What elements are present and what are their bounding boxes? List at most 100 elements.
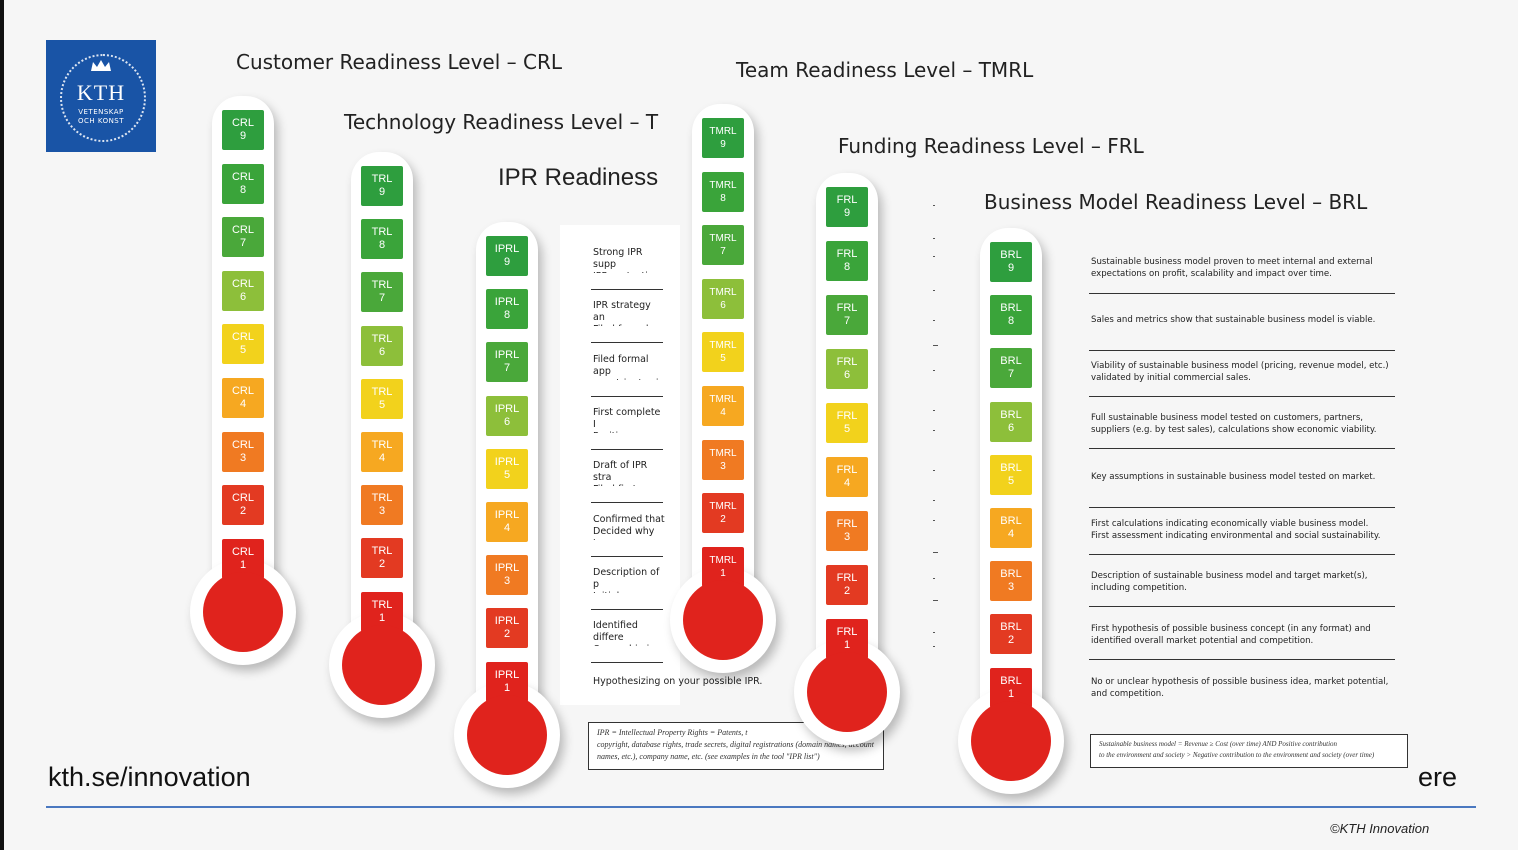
thermometer-bulb: [683, 579, 763, 660]
level-iprl-4: IPRL 4: [486, 502, 528, 542]
iprl-description-7: Filed formal app countries/region: [593, 353, 665, 380]
level-frl-3: FRL 3: [826, 511, 868, 551]
heading-brl: Business Model Readiness Level – BRL: [984, 190, 1368, 214]
level-iprl-2: IPRL 2: [486, 608, 528, 649]
level-trl-8: TRL 8: [361, 219, 403, 260]
level-iprl-3: IPRL 3: [486, 555, 528, 596]
iprl-rule: [591, 502, 663, 504]
text-fragment-mark: [933, 500, 935, 501]
logo-ring: [60, 54, 146, 142]
level-brl-3: BRL 3: [990, 561, 1032, 602]
level-frl-7: FRL 7: [826, 295, 868, 335]
level-brl-4: BRL 4: [990, 508, 1032, 548]
brl-description-5: Key assumptions in sustainable business …: [1091, 472, 1376, 482]
text-fragment-mark: [933, 238, 935, 239]
brl-rule: [1089, 293, 1395, 294]
brl-rule: [1089, 554, 1395, 555]
brl-rule: [1089, 448, 1395, 449]
text-fragment-mark: [933, 578, 935, 579]
level-iprl-7: IPRL 7: [486, 342, 528, 383]
logo-text: KTH: [76, 80, 126, 105]
iprl-description-8: IPR strategy an Filed formal app: [593, 300, 651, 326]
level-crl-6: CRL 6: [222, 270, 264, 311]
footer-divider: [46, 806, 1476, 808]
footer-link[interactable]: kth.se/innovation: [48, 762, 251, 792]
brl-description-7: Viability of sustainable business model …: [1091, 361, 1389, 383]
level-trl-2: TRL 2: [361, 538, 403, 579]
level-brl-6: BRL 6: [990, 401, 1032, 442]
level-crl-4: CRL 4: [222, 378, 264, 418]
left-edge: [0, 0, 4, 850]
level-tmrl-9: TMRL 9: [702, 118, 744, 158]
level-crl-5: CRL 5: [222, 324, 264, 365]
iprl-description-3: Description of p Initial evaluation: [593, 566, 660, 593]
level-frl-9: FRL 9: [826, 187, 868, 227]
level-iprl-8: IPRL 8: [486, 289, 528, 330]
text-fragment-mark: [933, 632, 935, 633]
brl-rule: [1089, 659, 1395, 660]
brl-description-2: First hypothesis of possible business co…: [1091, 624, 1371, 646]
level-iprl-6: IPRL 6: [486, 395, 528, 436]
text-fragment-mark: [933, 600, 938, 601]
thermometer-bulb: [342, 624, 422, 705]
iprl-rule: [591, 608, 663, 610]
brl-description-8: Sales and metrics show that sustainable …: [1091, 315, 1376, 325]
heading-iprl: IPR Readiness: [498, 164, 659, 191]
thermometer-bulb: [203, 571, 283, 652]
level-crl-3: CRL 3: [222, 431, 264, 472]
level-frl-5: FRL 5: [826, 403, 868, 443]
heading-frl: Funding Readiness Level – FRL: [838, 134, 1144, 158]
thermometer-bulb: [467, 694, 547, 775]
logo-subtitle-1: VETENSKAP: [78, 108, 124, 116]
iprl-description-5: Draft of IPR stra Filed first forma: [593, 460, 648, 486]
level-trl-3: TRL 3: [361, 485, 403, 526]
text-fragment-mark: [933, 410, 935, 411]
level-frl-4: FRL 4: [826, 457, 868, 497]
level-tmrl-3: TMRL 3: [702, 439, 744, 480]
level-iprl-9: IPRL 9: [486, 236, 528, 276]
text-fragment-mark: [933, 205, 935, 206]
copyright: ©KTH Innovation: [1330, 821, 1430, 836]
level-trl-9: TRL 9: [361, 166, 403, 206]
text-fragment-mark: [933, 370, 935, 371]
level-tmrl-5: TMRL 5: [702, 332, 744, 373]
brl-description-9: Sustainable business model proven to mee…: [1091, 257, 1373, 279]
brl-rule: [1089, 350, 1395, 351]
level-tmrl-8: TMRL 8: [702, 171, 744, 212]
text-fragment-mark: [933, 256, 935, 257]
iprl-definition-box: IPR = Intellectual Property Rights = Pat…: [588, 722, 884, 770]
text-fragment-mark: [933, 320, 935, 321]
text-fragment-mark: [933, 646, 935, 647]
brl-rule: [1089, 507, 1395, 508]
footer-right-fragment: ere: [1418, 762, 1458, 792]
thermometer-bulb: [971, 700, 1051, 781]
level-frl-2: FRL 2: [826, 565, 868, 605]
brl-description-6: Full sustainable business model tested o…: [1091, 413, 1377, 435]
level-tmrl-4: TMRL 4: [702, 386, 744, 426]
brl-rule: [1089, 396, 1395, 397]
level-brl-2: BRL 2: [990, 614, 1032, 655]
level-trl-5: TRL 5: [361, 378, 403, 419]
iprl-description-9: Strong IPR supp IPR protection g: [593, 247, 660, 273]
level-trl-6: TRL 6: [361, 325, 403, 366]
text-fragment-mark: [933, 345, 938, 346]
text-fragment-mark: [933, 290, 935, 291]
iprl-rule: [591, 289, 663, 290]
iprl-rule: [591, 662, 663, 664]
iprl-text-panel: [560, 225, 680, 705]
level-tmrl-6: TMRL 6: [702, 278, 744, 319]
level-crl-9: CRL 9: [222, 110, 264, 150]
level-trl-4: TRL 4: [361, 432, 403, 472]
level-crl-8: CRL 8: [222, 163, 264, 204]
iprl-description-4: Confirmed that Decided why to: [593, 513, 665, 540]
text-fragment-mark: [933, 470, 935, 471]
level-brl-5: BRL 5: [990, 454, 1032, 495]
text-fragment-mark: [933, 430, 935, 431]
level-crl-7: CRL 7: [222, 217, 264, 258]
iprl-rule: [591, 448, 663, 450]
brl-description-4: First calculations indicating economical…: [1091, 519, 1381, 541]
iprl-rule: [591, 342, 663, 344]
heading-trl: Technology Readiness Level – T: [344, 110, 659, 134]
crown-icon: [91, 60, 111, 71]
